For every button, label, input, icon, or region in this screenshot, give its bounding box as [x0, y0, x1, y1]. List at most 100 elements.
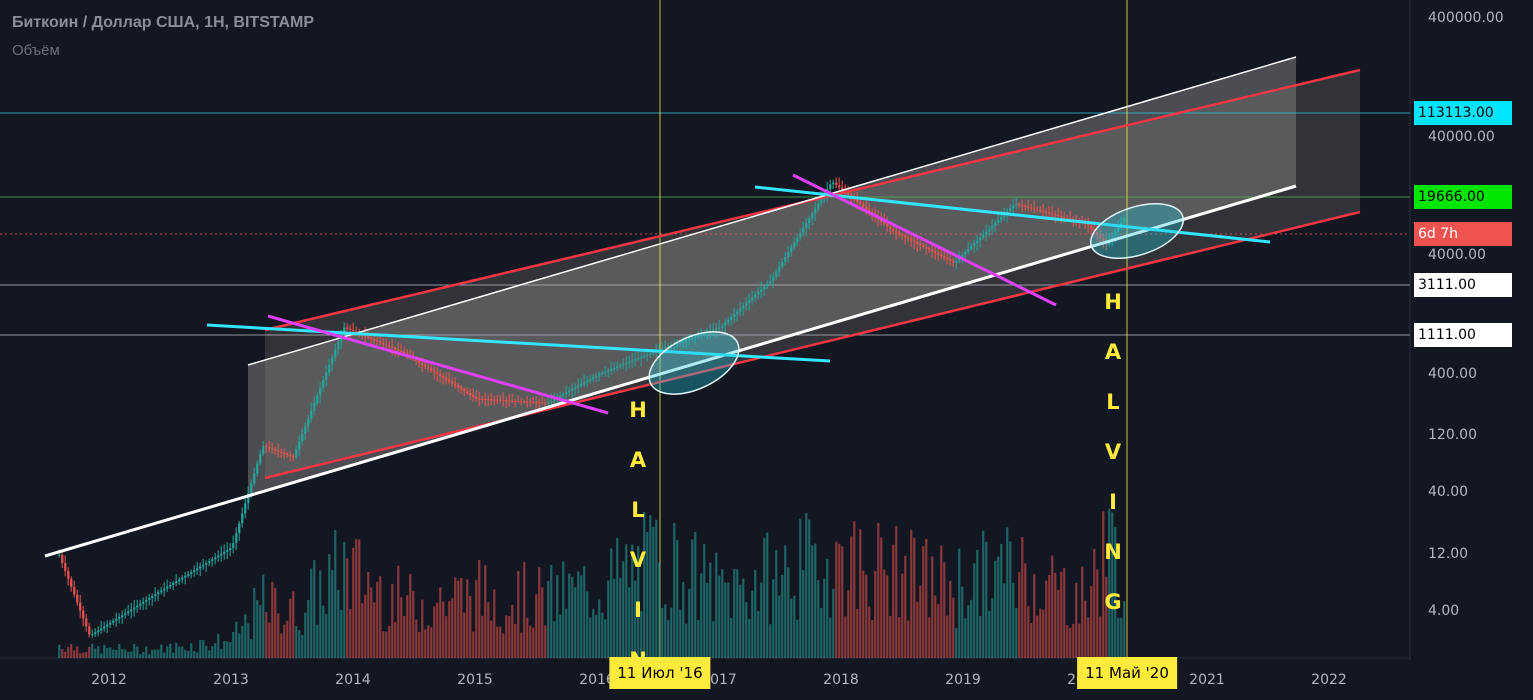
volume-bar — [598, 599, 601, 658]
volume-bar — [325, 614, 328, 658]
volume-bar — [985, 541, 988, 658]
price-candle — [493, 399, 496, 401]
volume-bar — [871, 619, 874, 658]
halving-date-badge: 11 Июл '16 — [609, 657, 711, 689]
volume-bar — [886, 575, 889, 658]
price-candle — [1111, 235, 1114, 241]
price-candle — [859, 202, 862, 205]
price-candle — [343, 327, 346, 335]
price-candle — [184, 575, 187, 578]
price-candle — [652, 351, 655, 354]
price-candle — [193, 570, 196, 573]
volume-bar — [205, 645, 208, 658]
volume-bar — [337, 589, 340, 658]
volume-bar — [922, 546, 925, 658]
price-candle — [124, 613, 127, 616]
volume-bar — [1045, 580, 1048, 658]
volume-bar — [361, 603, 364, 658]
volume-bar — [784, 545, 787, 658]
price-tick-label: 400.00 — [1428, 365, 1477, 382]
price-candle — [1039, 210, 1042, 212]
price-candle — [688, 338, 691, 340]
price-candle — [355, 331, 358, 333]
price-candle — [376, 340, 379, 342]
volume-bar — [292, 591, 295, 658]
price-candle — [997, 220, 1000, 223]
volume-bar — [988, 610, 991, 658]
price-candle — [1063, 216, 1066, 218]
volume-bar — [193, 650, 196, 658]
price-candle — [1042, 210, 1045, 212]
price-candle — [172, 583, 175, 585]
price-candle — [592, 377, 595, 379]
volume-bar — [1069, 627, 1072, 658]
price-candle — [103, 626, 106, 629]
price-candle — [1000, 217, 1003, 221]
volume-bar — [1018, 571, 1021, 658]
volume-bar — [448, 601, 451, 658]
price-candle — [928, 248, 931, 250]
volume-bar — [694, 532, 697, 658]
volume-bar — [559, 614, 562, 658]
volume-bar — [211, 646, 214, 658]
volume-bar — [385, 631, 388, 658]
volume-bar — [991, 598, 994, 658]
price-candle — [514, 400, 517, 402]
price-candle — [118, 617, 121, 619]
halving-letter: L — [1106, 390, 1120, 414]
volume-bar — [1123, 601, 1126, 658]
volume-bar — [613, 578, 616, 658]
volume-bar — [73, 650, 76, 658]
long-term-support-line — [44, 184, 1297, 558]
volume-bar — [658, 562, 661, 658]
volume-bar — [382, 631, 385, 658]
volume-bar — [307, 600, 310, 658]
price-candle — [1057, 215, 1060, 217]
volume-bar — [496, 626, 499, 658]
volume-bar — [523, 562, 526, 658]
price-candle — [832, 182, 835, 185]
volume-bar — [100, 653, 103, 658]
volume-bar — [904, 555, 907, 658]
volume-bar — [808, 519, 811, 658]
volume-bar — [175, 642, 178, 658]
breakout-ellipse-2020 — [1090, 203, 1184, 259]
price-tick-label: 40.00 — [1428, 484, 1469, 500]
volume-bar — [67, 647, 70, 658]
volume-bar — [1033, 574, 1036, 658]
volume-bar — [406, 595, 409, 658]
volume-bar — [157, 649, 160, 658]
price-level-badge: 3111.00 — [1414, 273, 1512, 297]
price-candle — [70, 578, 73, 587]
time-tick-label: 2016 — [579, 672, 615, 688]
volume-bar — [1099, 616, 1102, 658]
volume-bar — [352, 547, 355, 658]
price-candle — [121, 615, 124, 618]
price-candle — [733, 314, 736, 317]
volume-bar — [901, 573, 904, 658]
breakout-ellipse-2016 — [648, 331, 740, 395]
volume-bar — [583, 566, 586, 658]
price-candle — [703, 333, 706, 335]
volume-bar — [1084, 600, 1087, 658]
time-tick-label: 2015 — [457, 672, 493, 688]
volume-bar — [148, 654, 151, 658]
price-candle — [541, 402, 544, 404]
volume-bar — [316, 624, 319, 658]
volume-bar — [997, 556, 1000, 658]
price-candle — [292, 456, 295, 458]
volume-bar — [835, 541, 838, 658]
volume-bar — [328, 554, 331, 658]
price-candle — [331, 357, 334, 365]
volume-bar — [601, 612, 604, 658]
price-candle — [457, 385, 460, 388]
volume-bar — [712, 621, 715, 658]
price-candle — [232, 543, 235, 549]
volume-indicator-label[interactable]: Объём — [12, 42, 60, 59]
volume-bar — [301, 634, 304, 658]
volume-bar — [478, 560, 481, 658]
volume-bar — [484, 565, 487, 658]
volume-bar — [214, 643, 217, 658]
volume-bar — [61, 648, 64, 658]
